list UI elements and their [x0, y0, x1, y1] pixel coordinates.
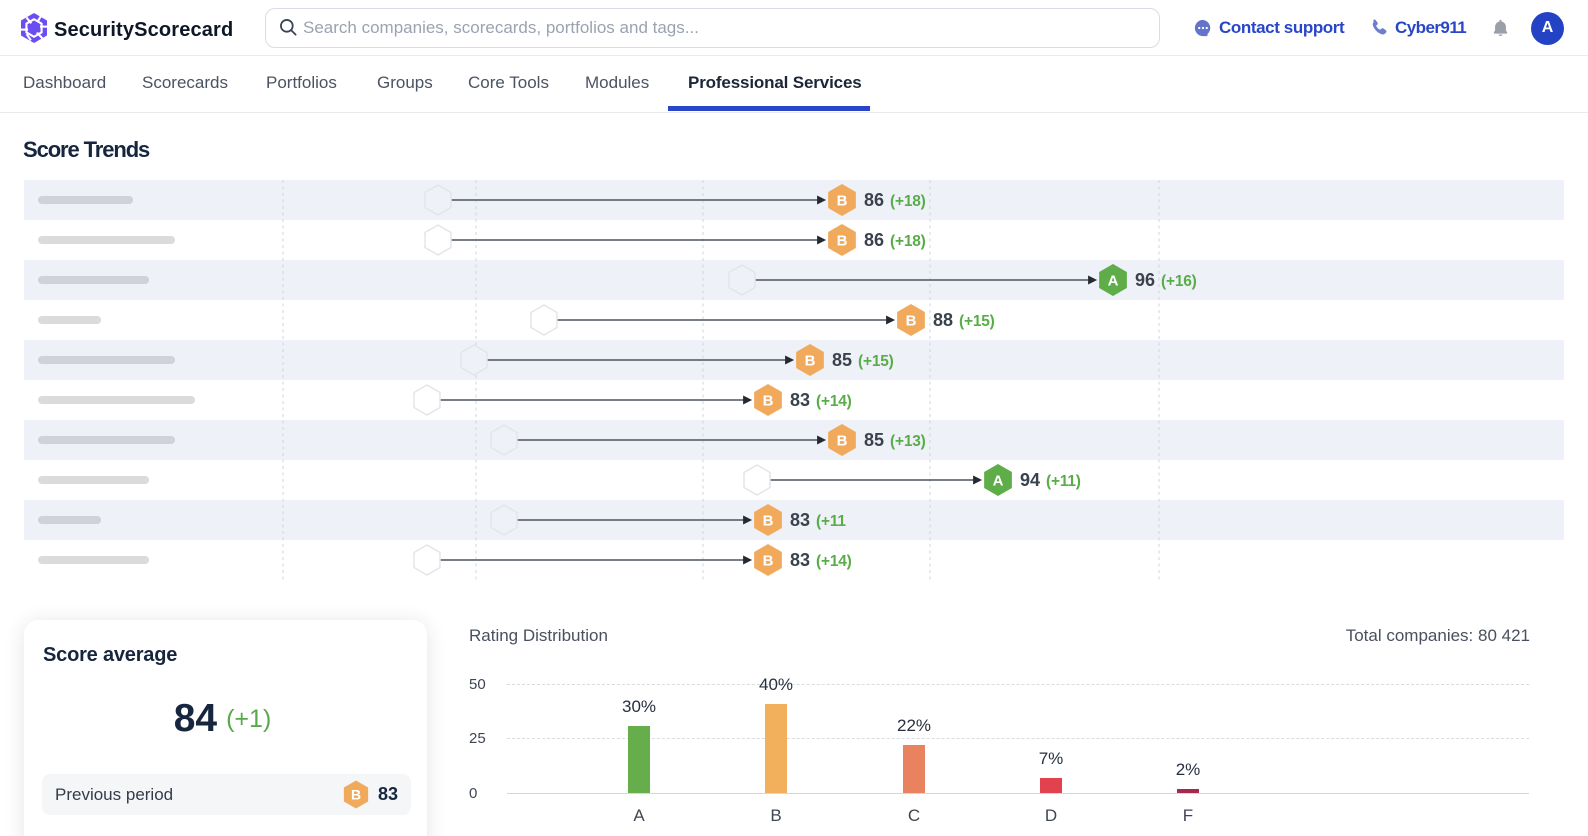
svg-text:86: 86 [864, 230, 884, 250]
svg-text:B: B [351, 787, 361, 803]
svg-text:88: 88 [933, 310, 953, 330]
svg-text:(+11): (+11) [1046, 473, 1081, 490]
svg-text:(+18): (+18) [890, 233, 926, 250]
svg-text:85: 85 [832, 350, 852, 370]
svg-text:(+14): (+14) [816, 553, 852, 570]
svg-text:(+16): (+16) [1161, 273, 1197, 290]
svg-text:A: A [1108, 273, 1119, 290]
svg-text:(+15): (+15) [858, 353, 894, 370]
svg-text:B: B [837, 433, 848, 450]
svg-text:B: B [763, 393, 774, 410]
svg-text:83: 83 [790, 390, 810, 410]
svg-text:(+14): (+14) [816, 393, 852, 410]
svg-text:B: B [805, 353, 816, 370]
svg-text:B: B [837, 193, 848, 210]
svg-text:A: A [993, 473, 1004, 490]
svg-text:(+15): (+15) [959, 313, 995, 330]
svg-text:83: 83 [790, 550, 810, 570]
svg-text:(+13): (+13) [890, 433, 926, 450]
svg-text:(+18): (+18) [890, 193, 926, 210]
svg-text:86: 86 [864, 190, 884, 210]
svg-text:B: B [763, 513, 774, 530]
svg-text:94: 94 [1020, 470, 1040, 490]
svg-text:B: B [837, 233, 848, 250]
svg-text:B: B [763, 553, 774, 570]
svg-text:83: 83 [790, 510, 810, 530]
svg-text:85: 85 [864, 430, 884, 450]
svg-text:B: B [906, 313, 917, 330]
svg-text:(+11: (+11 [816, 513, 846, 530]
svg-text:96: 96 [1135, 270, 1155, 290]
